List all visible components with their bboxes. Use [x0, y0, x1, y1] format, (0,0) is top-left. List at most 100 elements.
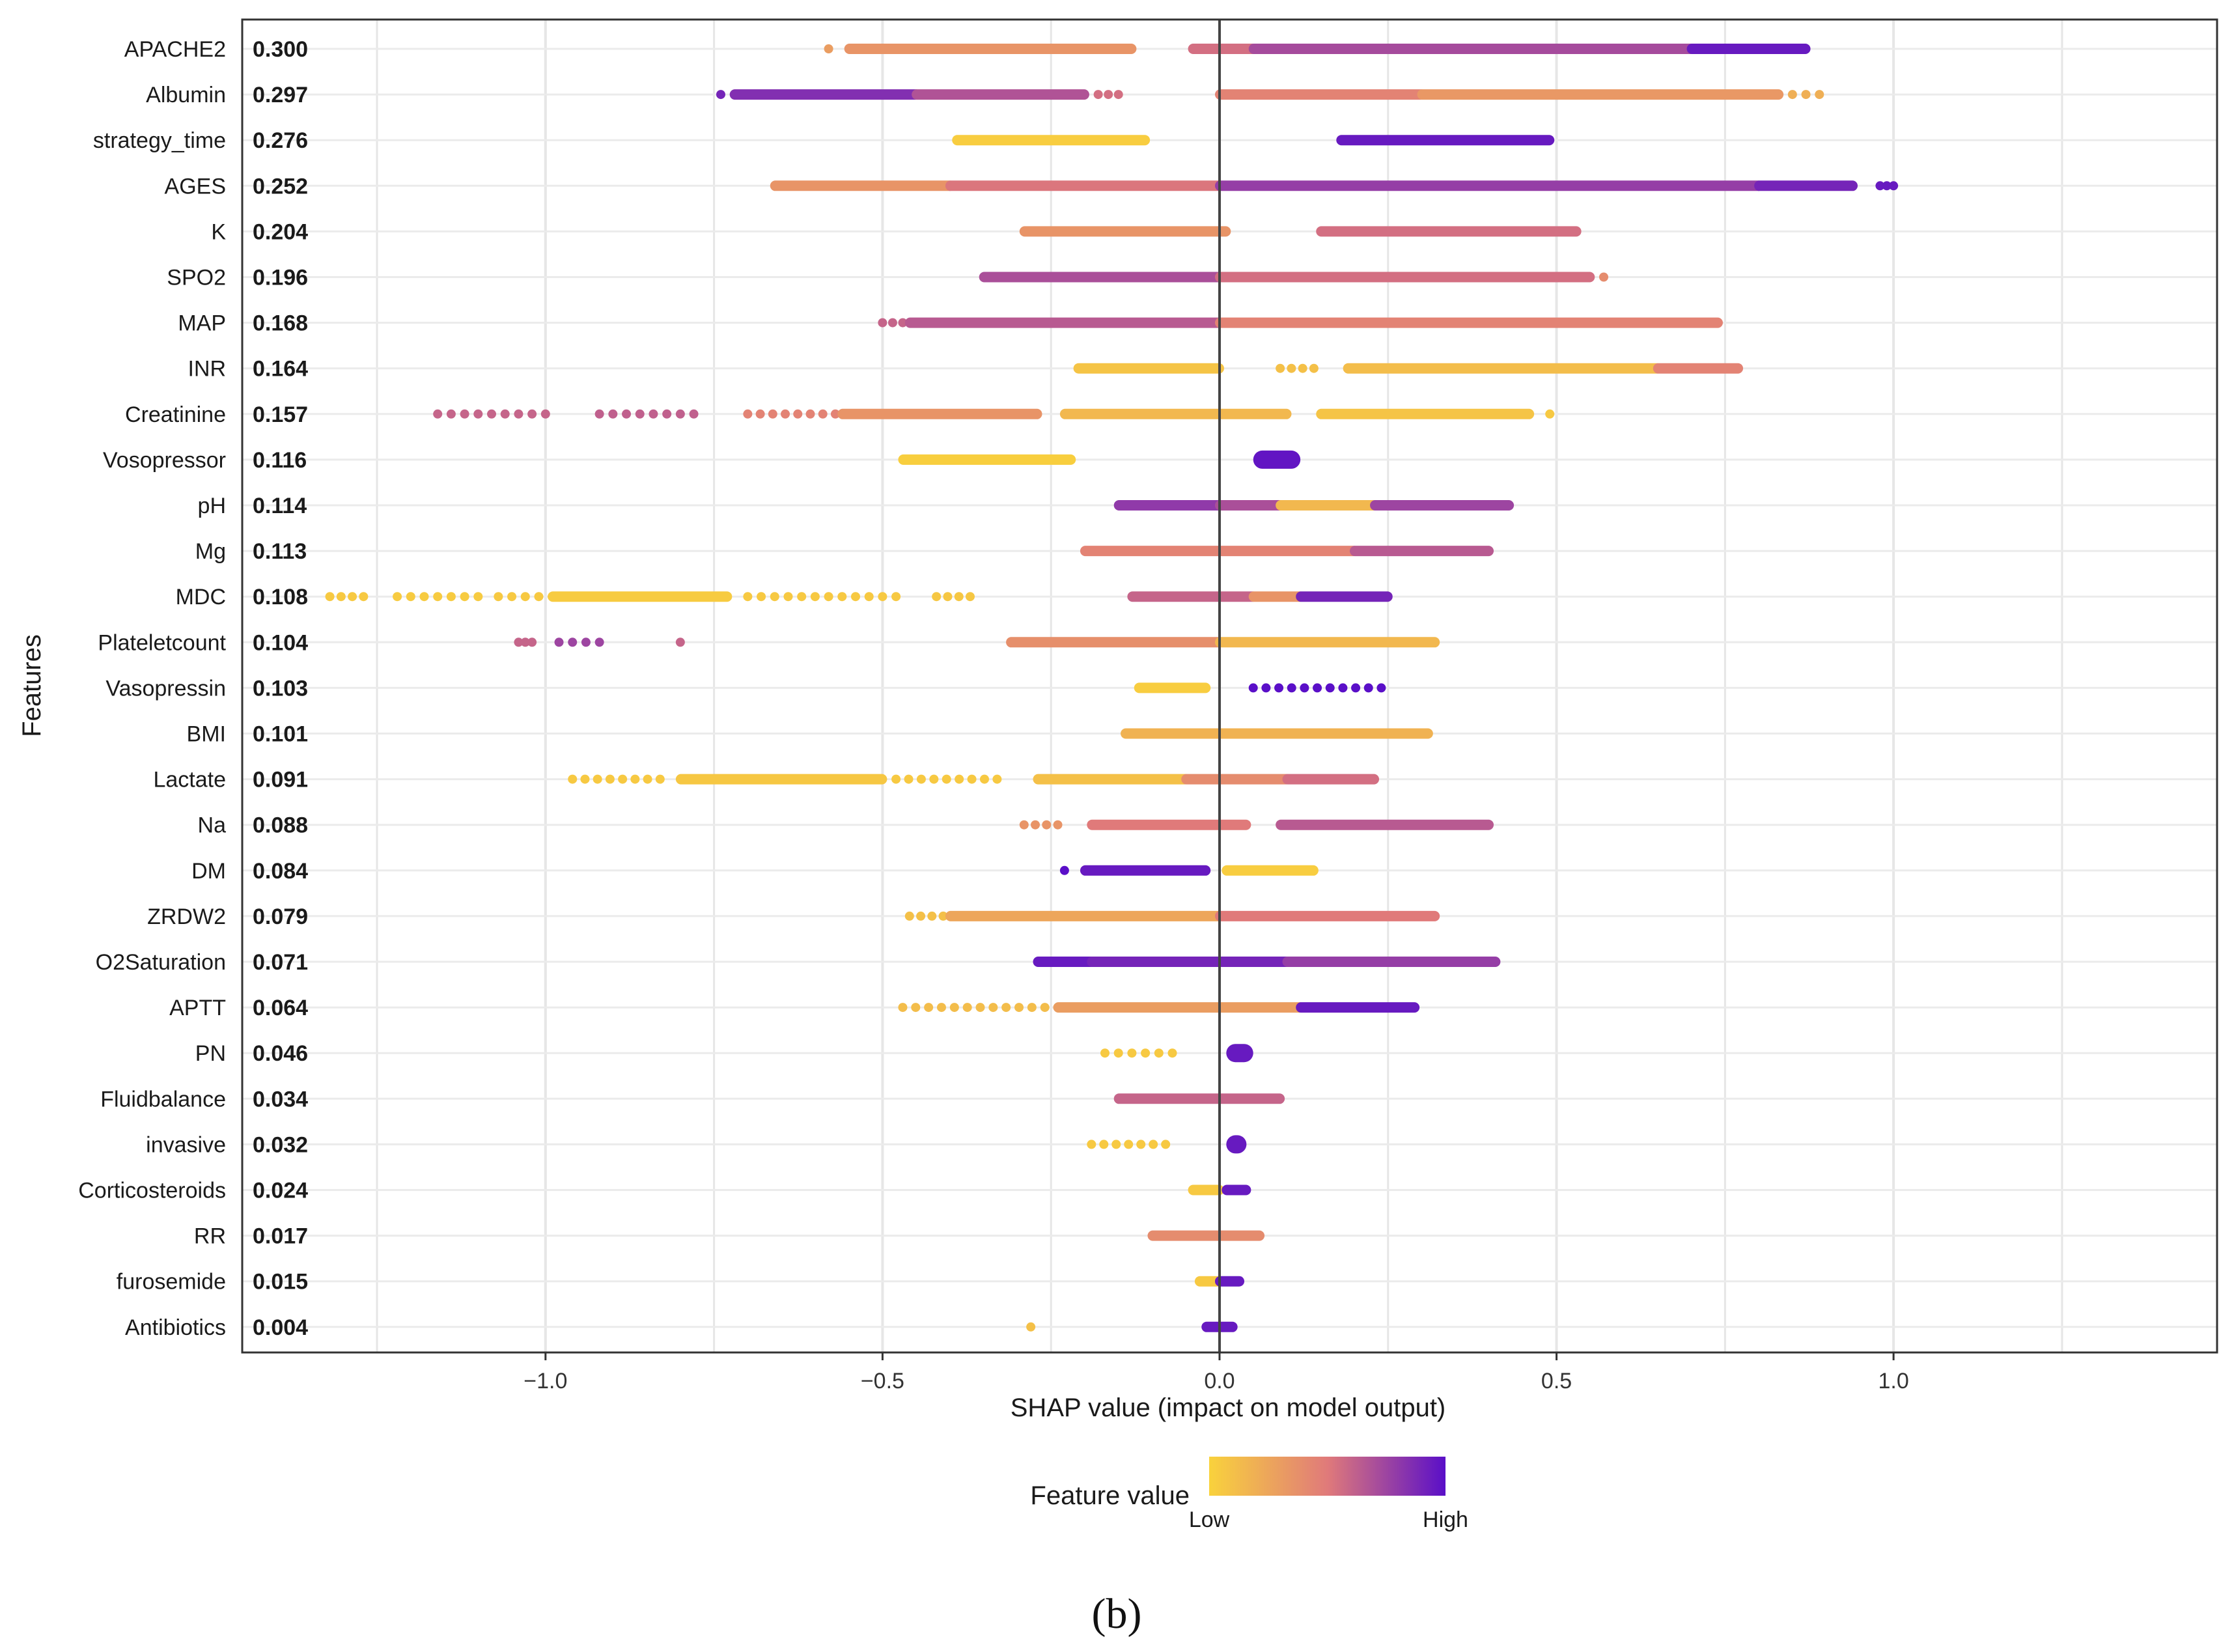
x-tick-label: 0.0: [1204, 1369, 1235, 1393]
shap-point-band: [1276, 500, 1380, 511]
shap-point: [487, 409, 497, 419]
feature-row-MAP: [878, 317, 1723, 328]
shap-point: [520, 637, 530, 647]
shap-point: [494, 592, 503, 602]
shap-point: [393, 592, 402, 602]
shap-point-band: [1653, 363, 1744, 374]
feature-name-label: BMI: [187, 722, 226, 747]
shap-point: [954, 592, 964, 602]
feature-importance-label: 0.064: [253, 996, 308, 1020]
feature-row-APTT: [898, 1002, 1420, 1013]
shap-point: [837, 592, 847, 602]
shap-point-band: [1214, 637, 1440, 648]
shap-point: [988, 1003, 998, 1013]
shap-point: [336, 592, 346, 602]
shap-point: [818, 409, 828, 419]
feature-row-Vasopressin: [1134, 682, 1386, 693]
shap-point: [1363, 683, 1373, 693]
shap-point: [348, 592, 357, 602]
plot-frame: [241, 18, 2218, 1354]
feature-name-label: INR: [188, 357, 226, 382]
feature-row-Albumin: [716, 89, 1824, 100]
shap-point: [514, 409, 524, 419]
shap-point: [1167, 1048, 1177, 1058]
shap-point-band: [1686, 44, 1811, 54]
shap-point: [975, 1003, 985, 1013]
shap-point-band: [1282, 957, 1501, 967]
feature-row-RR: [1147, 1230, 1265, 1241]
shap-point-band: [945, 180, 1224, 191]
feature-name-label: APTT: [169, 996, 226, 1020]
shap-point-band: [1181, 774, 1292, 785]
shap-point-band: [1214, 180, 1764, 191]
shap-point: [992, 774, 1002, 784]
shap-point: [1309, 363, 1319, 373]
shap-point: [1882, 181, 1892, 191]
shap-point-band: [1370, 500, 1515, 511]
shap-point: [554, 637, 564, 647]
data-marks: [325, 20, 1899, 1352]
shap-point: [1351, 683, 1361, 693]
shap-point-band: [1222, 1184, 1251, 1196]
shap-point: [473, 409, 483, 419]
shap-point-band: [1033, 774, 1191, 785]
shap-point: [689, 409, 699, 419]
shap-point: [891, 774, 901, 784]
shap-point: [1100, 1048, 1110, 1058]
feature-name-label: Vasopressin: [105, 676, 226, 701]
shap-point: [1031, 820, 1040, 830]
x-axis-title: SHAP value (impact on model output): [1011, 1393, 1446, 1422]
feature-name-label: Fluidbalance: [100, 1087, 226, 1112]
shap-point-band: [1033, 957, 1096, 967]
shap-point: [898, 1003, 908, 1013]
shap-point-band: [837, 408, 1042, 419]
shap-point-band: [979, 272, 1224, 283]
feature-importance-label: 0.088: [253, 813, 308, 838]
shap-point-band: [675, 774, 887, 785]
feature-importance-label: 0.015: [253, 1270, 308, 1295]
shap-point-band: [898, 454, 1076, 465]
shap-point-band: [1343, 363, 1662, 374]
shap-point: [904, 774, 914, 784]
shap-point: [757, 592, 766, 602]
shap-point: [916, 911, 926, 921]
shap-point: [1274, 683, 1284, 693]
shap-point-band: [1059, 408, 1292, 419]
feature-importance-label: 0.116: [253, 448, 307, 473]
feature-name-label: Antibiotics: [125, 1315, 226, 1340]
shap-point: [419, 592, 429, 602]
shap-point: [878, 318, 887, 328]
feature-importance-label: 0.101: [253, 722, 308, 747]
shap-point: [1376, 683, 1386, 693]
feature-name-label: Plateletcount: [98, 630, 226, 655]
shap-point: [938, 911, 948, 921]
feature-row-ZRDW2: [904, 910, 1440, 921]
shap-point: [359, 592, 369, 602]
shap-point: [824, 592, 833, 602]
shap-point: [1161, 1140, 1171, 1149]
shap-point: [1019, 820, 1029, 830]
shap-point-band: [1134, 682, 1211, 693]
shap-point: [514, 637, 524, 647]
shap-point: [783, 592, 793, 602]
shap-point-band: [1214, 1276, 1245, 1287]
shap-point: [1300, 683, 1309, 693]
shap-point: [797, 592, 807, 602]
shap-point: [618, 774, 628, 784]
shap-point: [655, 774, 665, 784]
shap-point: [965, 592, 975, 602]
feature-row-O2Saturation: [1033, 957, 1501, 967]
feature-name-label: K: [211, 219, 226, 244]
shap-point: [1059, 865, 1069, 875]
shap-point: [936, 1003, 946, 1013]
feature-name-label: SPO2: [167, 266, 226, 290]
legend-high-label: High: [1423, 1507, 1468, 1532]
shap-point: [1248, 683, 1258, 693]
shap-point: [1338, 683, 1348, 693]
shap-point: [911, 1003, 921, 1013]
shap-point: [810, 592, 820, 602]
shap-point-band: [1316, 226, 1582, 237]
shap-point: [1087, 1140, 1096, 1149]
shap-point: [1104, 90, 1113, 100]
feature-importance-label: 0.091: [253, 768, 308, 792]
